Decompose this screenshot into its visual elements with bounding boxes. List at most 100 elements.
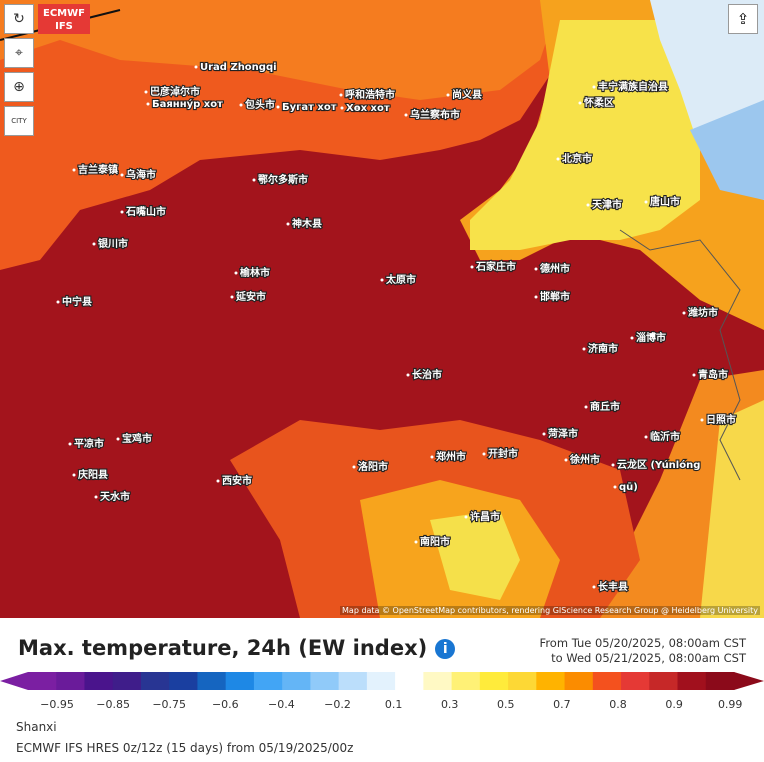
colorbar-tick-label: 0.9 <box>665 698 683 711</box>
colorbar-swatch <box>705 672 735 690</box>
city-label: 丰宁满族自治县 <box>598 80 668 93</box>
colorbar-swatch <box>310 672 340 690</box>
city-dot <box>534 267 538 271</box>
city-label: 巴彦淖尔市 <box>150 85 200 98</box>
city-label: Бугат хот <box>282 102 337 113</box>
city-label: 许昌市 <box>470 510 500 523</box>
colorbar-swatch <box>28 672 57 690</box>
title-text: Max. temperature, 24h (EW index) <box>18 636 428 660</box>
city-label: 北京市 <box>562 152 592 165</box>
period: From Tue 05/20/2025, 08:00am CST <box>539 636 746 650</box>
colorbar-swatch <box>253 672 283 690</box>
city-dot <box>216 479 220 483</box>
city-label: 平凉市 <box>74 437 104 450</box>
colorbar-swatch <box>621 672 650 690</box>
title: Max. temperature, 24h (EW index) i <box>18 636 456 660</box>
locate-button[interactable]: ⌖ <box>4 38 34 68</box>
city-label: 淄博市 <box>636 331 666 344</box>
city-dot <box>276 105 280 109</box>
info-icon[interactable]: i <box>435 639 456 659</box>
colorbar-swatch <box>366 672 396 690</box>
city-label: 徐州市 <box>569 453 600 466</box>
colorbar-tick-label: 0.5 <box>497 698 515 711</box>
city-dot <box>72 473 76 477</box>
city-dot <box>230 295 234 299</box>
region: Shanxi <box>16 720 57 734</box>
city-dot <box>644 435 648 439</box>
colorbar-swatch <box>592 672 622 690</box>
colorbar-swatch <box>479 672 509 690</box>
city-dot <box>582 347 586 351</box>
city-dot <box>239 103 243 107</box>
city-dot <box>380 278 384 282</box>
city-label: 怀柔区 <box>584 96 614 109</box>
city-button[interactable]: CITY <box>4 106 34 136</box>
colorbar-tick-label: −0.95 <box>40 698 74 711</box>
city-label: 青岛市 <box>698 368 728 381</box>
city-dot <box>692 373 696 377</box>
city-label: 庆阳县 <box>77 468 108 481</box>
coastline <box>619 229 741 481</box>
city-label: 商丘市 <box>590 400 620 413</box>
city-label: 石家庄市 <box>475 260 516 273</box>
colorbar-tick-label: 0.3 <box>441 698 459 711</box>
city-label: Urad Zhongqi <box>200 62 277 73</box>
city-dot <box>414 540 418 544</box>
city-dot <box>446 93 450 97</box>
logo-text: IFS <box>55 21 73 32</box>
city-dot <box>146 102 150 106</box>
city-dot <box>56 300 60 304</box>
logo[interactable]: ECMWF IFS <box>38 4 90 34</box>
neutral-zone <box>430 510 520 600</box>
city-dot <box>339 93 343 97</box>
city-label: 德州市 <box>539 262 570 275</box>
colorbar-tick-label: 0.8 <box>609 698 627 711</box>
city-label: 榆林市 <box>240 266 270 279</box>
city-dot <box>92 242 96 246</box>
zoom-button[interactable]: ⊕ <box>4 72 34 102</box>
city-dot <box>482 452 486 456</box>
colorbar-swatch <box>112 672 142 690</box>
city-dot <box>564 458 568 462</box>
city-label: 延安市 <box>235 290 266 303</box>
city-dot <box>194 65 198 69</box>
city-label: 济南市 <box>588 342 618 355</box>
city-dot <box>592 585 596 589</box>
city-label: 呼和浩特市 <box>345 88 395 101</box>
city-dot <box>464 515 468 519</box>
colorbar-swatch <box>564 672 594 690</box>
logo-text: ECMWF <box>43 8 85 19</box>
city-dot <box>94 495 98 499</box>
colorbar-end <box>734 672 764 690</box>
colorbar-swatch <box>677 672 707 690</box>
city-dot <box>592 85 596 89</box>
colorbar-tick-label: −0.4 <box>268 698 295 711</box>
attribution: Map data © OpenStreetMap contributors, r… <box>340 606 760 615</box>
colorbar-swatch <box>169 672 198 690</box>
colorbar-tick-label: −0.2 <box>324 698 351 711</box>
city-label: 乌兰察布市 <box>410 108 460 121</box>
colorbar-swatch <box>451 672 481 690</box>
city-label: 菏泽市 <box>548 427 578 440</box>
city-dot <box>234 271 238 275</box>
city-label: 尚义县 <box>452 88 482 101</box>
city-dot <box>556 157 560 161</box>
share-button[interactable]: ⇪ <box>728 4 758 34</box>
city-dot <box>584 405 588 409</box>
colorbar-tick-label: −0.6 <box>212 698 239 711</box>
colorbar-swatch <box>56 672 85 690</box>
refresh-button[interactable]: ↻ <box>4 4 34 34</box>
neutral-zone <box>470 20 700 250</box>
colorbar-tick-label: −0.85 <box>96 698 130 711</box>
colorbar-swatch <box>140 672 170 690</box>
city-dot <box>700 418 704 422</box>
cool-zone <box>690 100 764 200</box>
city-label: 唐山市 <box>650 195 680 208</box>
city-label: 长丰县 <box>598 580 628 593</box>
city-label: 长治市 <box>412 368 442 381</box>
city-dot <box>534 295 538 299</box>
city-label: 西安市 <box>222 474 252 487</box>
colorbar-swatch <box>395 672 424 690</box>
